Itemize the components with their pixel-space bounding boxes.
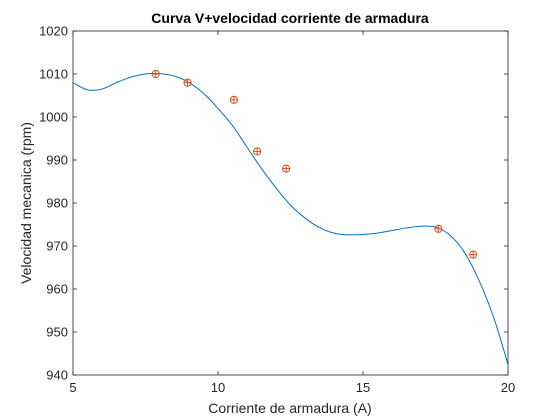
- y-tick-label: 1010: [39, 67, 68, 82]
- y-tick-label: 950: [46, 325, 68, 340]
- data-point: [282, 164, 291, 173]
- chart-title: Curva V+velocidad corriente de armadura: [151, 10, 429, 26]
- y-tick-label: 1000: [39, 110, 68, 125]
- y-axis-label: Velocidad mecanica (rpm): [18, 122, 34, 284]
- data-point: [229, 95, 239, 104]
- y-tick-label: 980: [46, 196, 68, 211]
- x-tick-label: 20: [501, 380, 515, 395]
- y-tick-label: 990: [46, 153, 68, 168]
- plot-area: [72, 69, 509, 365]
- data-point: [469, 250, 478, 259]
- y-tick-label: 960: [46, 282, 68, 297]
- x-tick-label: 15: [356, 380, 370, 395]
- x-tick-label: 10: [211, 380, 225, 395]
- data-point: [434, 224, 443, 233]
- data-point: [253, 147, 262, 156]
- y-tick-label: 940: [46, 368, 68, 383]
- axis-ticks: 5 10 15 20 940 950 960 970 980 990 1000 1010 1020: [39, 24, 515, 396]
- x-tick-label: 5: [69, 380, 76, 395]
- y-tick-label: 1020: [39, 24, 68, 39]
- y-tick-label: 970: [46, 239, 68, 254]
- data-point: [151, 69, 160, 79]
- x-axis-label: Corriente de armadura (A): [208, 400, 371, 416]
- data-point: [183, 78, 192, 87]
